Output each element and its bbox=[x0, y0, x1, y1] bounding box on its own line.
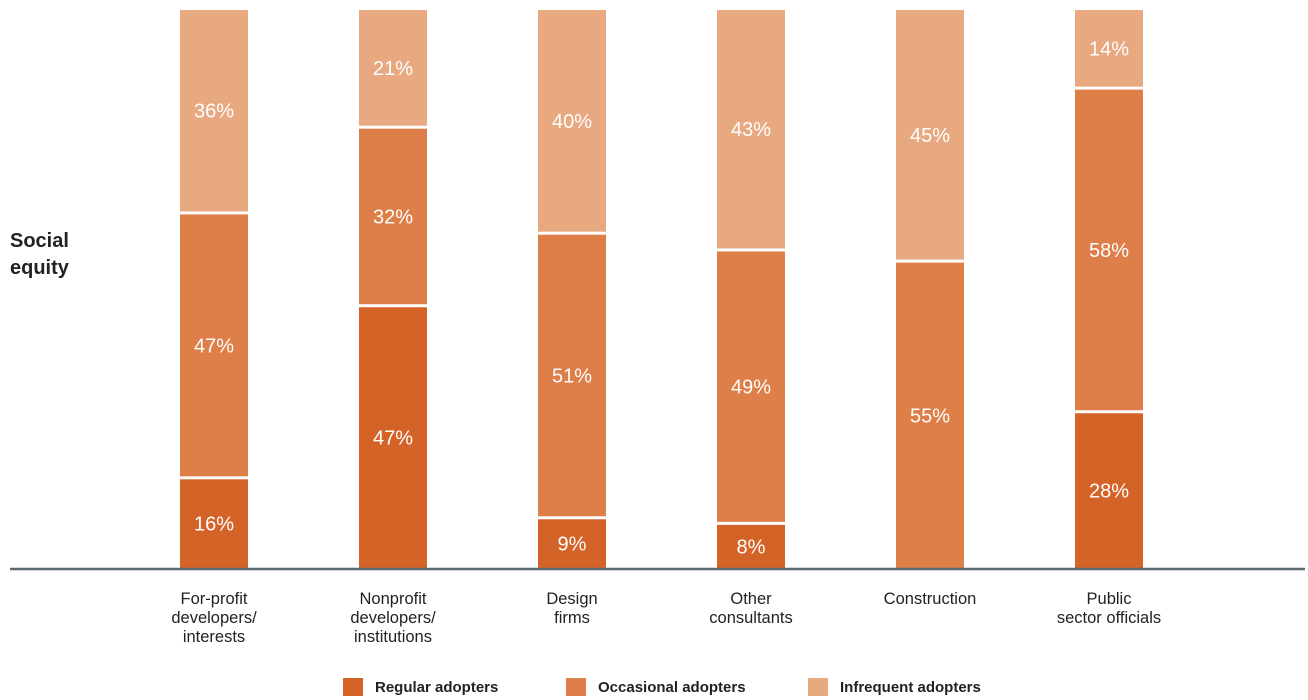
legend-label-regular: Regular adopters bbox=[375, 678, 499, 696]
bar-segment-regular-3 bbox=[538, 519, 606, 568]
bar-segment-occasional-5 bbox=[896, 262, 964, 568]
bar-segment-occasional-1 bbox=[180, 214, 248, 477]
category-label-4: Other consultants bbox=[709, 590, 792, 627]
bar-segment-infrequent-1 bbox=[180, 10, 248, 212]
data-label-regular-4: 8% bbox=[737, 536, 766, 558]
legend-item-regular: Regular adopters bbox=[343, 678, 498, 696]
category-label-5: Construction bbox=[884, 590, 977, 608]
bar-segment-regular-2 bbox=[359, 307, 427, 568]
legend: Regular adopters Occasional adopters Infre… bbox=[0, 678, 1308, 698]
data-label-occasional-5: 55% bbox=[910, 405, 950, 427]
legend-item-infrequent: Infrequent adopters bbox=[808, 678, 981, 696]
legend-label-occasional: Occasional adopters bbox=[598, 678, 746, 696]
data-label-occasional-1: 47% bbox=[194, 335, 234, 357]
data-label-occasional-2: 32% bbox=[373, 206, 413, 228]
bar-segment-infrequent-4 bbox=[717, 10, 785, 249]
data-label-infrequent-5: 45% bbox=[910, 125, 950, 147]
bar-segment-occasional-4 bbox=[717, 251, 785, 522]
legend-label-infrequent: Infrequent adopters bbox=[840, 678, 981, 696]
bar-segment-infrequent-6 bbox=[1075, 10, 1143, 87]
bar-segment-occasional-3 bbox=[538, 234, 606, 517]
data-label-regular-2: 47% bbox=[373, 428, 413, 450]
data-label-infrequent-6: 14% bbox=[1089, 38, 1129, 60]
category-label-3: Design firms bbox=[546, 590, 597, 627]
data-label-regular-3: 9% bbox=[558, 534, 587, 556]
data-label-infrequent-4: 43% bbox=[731, 119, 771, 141]
data-label-occasional-6: 58% bbox=[1089, 240, 1129, 262]
stacked-bar-chart: 16% 47% 36% For-profit developers/interests 4… bbox=[10, 10, 1305, 646]
row-label-line-1: Social bbox=[10, 230, 69, 252]
data-label-infrequent-2: 21% bbox=[373, 58, 413, 80]
legend-swatch-occasional bbox=[566, 678, 586, 696]
bar-segment-infrequent-5 bbox=[896, 10, 964, 260]
legend-swatch-infrequent bbox=[808, 678, 828, 696]
category-label-2: Nonprofit developers/institutions bbox=[350, 590, 436, 646]
legend-swatch-regular bbox=[343, 678, 363, 696]
bar-segment-occasional-2 bbox=[359, 128, 427, 305]
data-label-occasional-3: 51% bbox=[552, 365, 592, 387]
bar-segment-occasional-6 bbox=[1075, 89, 1143, 411]
row-label: Social equity bbox=[10, 228, 69, 282]
data-label-regular-6: 28% bbox=[1089, 481, 1129, 503]
bar-segment-infrequent-2 bbox=[359, 10, 427, 126]
row-label-line-2: equity bbox=[10, 257, 69, 279]
legend-item-occasional: Occasional adopters bbox=[566, 678, 746, 696]
category-label-1: For-profit developers/interests bbox=[171, 590, 257, 646]
bar-segment-regular-6 bbox=[1075, 413, 1143, 568]
data-label-infrequent-1: 36% bbox=[194, 101, 234, 123]
category-label-6: Public sector officials bbox=[1057, 590, 1161, 627]
bar-segment-regular-1 bbox=[180, 479, 248, 568]
data-label-occasional-4: 49% bbox=[731, 377, 771, 399]
bar-segment-infrequent-3 bbox=[538, 10, 606, 232]
data-label-regular-1: 16% bbox=[194, 514, 234, 536]
bar-segment-regular-4 bbox=[717, 524, 785, 568]
data-label-infrequent-3: 40% bbox=[552, 111, 592, 133]
